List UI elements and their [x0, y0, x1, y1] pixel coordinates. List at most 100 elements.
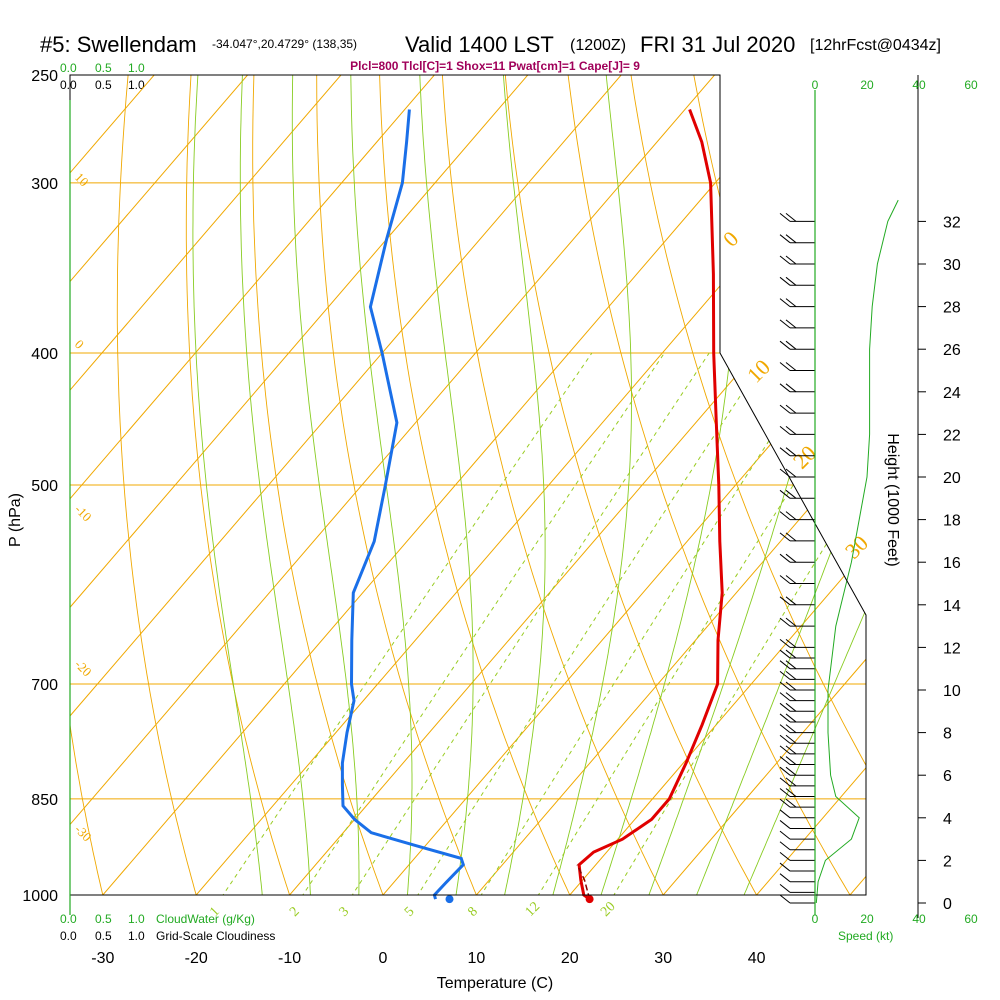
wind-barb	[779, 575, 815, 584]
moist-adiabat	[418, 75, 474, 895]
wind-barb	[779, 649, 815, 659]
wind-barb-flag	[785, 575, 797, 584]
wind-barb-flag	[785, 702, 797, 712]
isotherm	[70, 75, 456, 895]
wind-barb-flag	[779, 681, 791, 691]
mixing-ratio-label: 2	[287, 904, 303, 920]
wind-barb-flag	[785, 489, 797, 499]
isotherm-label: -30	[72, 822, 95, 845]
wind-barb	[779, 362, 815, 371]
height-tick-label: 12	[943, 640, 961, 657]
dry-adiabat	[0, 51, 15, 924]
wind-barb-flag	[785, 319, 797, 329]
wind-barb-flag	[779, 234, 791, 244]
wind-barb-flag	[785, 766, 797, 776]
forecast-label: [12hrFcst@0434z]	[810, 37, 941, 54]
p-tick-label: 1000	[22, 888, 58, 905]
x-tick-label: 20	[561, 950, 579, 967]
x-tick-label: 30	[654, 950, 672, 967]
wind-speed-profile	[815, 199, 899, 904]
wind-barb-flag	[779, 553, 791, 563]
height-tick-label: 4	[943, 811, 952, 828]
wind-barb	[779, 670, 815, 680]
moist-adiabat	[192, 75, 266, 895]
x-axis-title: Temperature (C)	[437, 975, 553, 992]
wind-barb	[779, 788, 815, 797]
wind-barb	[779, 340, 815, 350]
wind-barb	[779, 426, 815, 435]
wind-barb-flag	[779, 447, 791, 457]
wind-barb-flag	[785, 234, 797, 244]
wind-barb-flag	[779, 756, 791, 765]
dry-adiabat	[116, 75, 206, 895]
wind-barb	[779, 883, 815, 893]
mixing-ratio-label: 5	[402, 904, 418, 920]
mixing-ratio-line	[462, 352, 826, 895]
height-tick-label: 6	[943, 768, 952, 785]
wind-barb	[779, 830, 815, 840]
wind-barb-flag	[785, 777, 797, 787]
wind-barb-flag	[779, 745, 791, 755]
x-tick-label: -10	[278, 950, 301, 967]
x-tick-label: -30	[91, 950, 114, 967]
height-tick-label: 26	[943, 342, 961, 359]
wind-barb	[779, 553, 815, 563]
isotherm-label: 10	[72, 170, 92, 190]
isotherm-label: -20	[72, 657, 95, 680]
surface-temperature-point	[585, 895, 594, 904]
cloud-top-green-2: 1.0	[128, 61, 145, 75]
isotherm	[70, 75, 643, 895]
dry-adiabat	[185, 75, 300, 895]
wind-barb	[779, 447, 815, 457]
dry-adiabat	[378, 75, 584, 895]
wind-barb-flag	[785, 788, 797, 797]
wind-barb-flag	[779, 276, 791, 286]
isotherm-label: -10	[72, 502, 95, 525]
wind-barb	[779, 692, 815, 702]
wind-barb-flag	[779, 298, 791, 307]
height-tick-label: 22	[943, 427, 961, 444]
x-tick-label: 0	[379, 950, 388, 967]
wind-barb-flag	[779, 798, 791, 808]
moist-adiabat	[731, 75, 866, 895]
data-layer	[340, 108, 899, 904]
cloud-top-green-0: 0.0	[60, 61, 77, 75]
mixing-ratio-label: 3	[337, 904, 353, 920]
speed-axis-title: Speed (kt)	[838, 929, 893, 943]
isotherm	[357, 75, 866, 895]
height-tick-label: 30	[943, 257, 961, 274]
wind-barb-flag	[785, 553, 797, 563]
wind-barb	[779, 734, 815, 744]
wind-barb-flag	[779, 713, 791, 723]
height-tick-label: 18	[943, 513, 961, 530]
wind-barb	[779, 724, 815, 734]
dry-adiabat	[440, 75, 679, 895]
wind-barb	[779, 798, 815, 808]
height-tick-label: 10	[943, 683, 961, 700]
wind-barb-flag	[779, 883, 791, 893]
wind-barb	[779, 319, 815, 329]
cloud-bot-green-1: 0.5	[95, 912, 112, 926]
wind-barb-flag	[785, 681, 797, 691]
wind-barb-flag	[785, 255, 797, 265]
wind-barb-flag	[779, 362, 791, 371]
height-tick-label: 28	[943, 300, 961, 317]
mixing-ratio-label: 8	[465, 904, 481, 920]
wind-barb-flag	[779, 511, 791, 520]
isotherm	[171, 75, 866, 895]
wind-barb-flag	[779, 734, 791, 744]
wind-barb	[779, 852, 815, 861]
wind-barb-flag	[785, 468, 797, 478]
cloud-top-black-0: 0.0	[60, 78, 77, 92]
dry-adiabat-label: 20	[788, 440, 821, 473]
x-tick-label: 40	[748, 950, 766, 967]
wind-barb-flag	[785, 745, 797, 755]
wind-barb	[779, 809, 815, 819]
wind-barb-flag	[779, 383, 791, 393]
mixing-ratio-line	[283, 352, 665, 895]
wind-barb-flag	[785, 660, 797, 670]
dry-adiabat-label: 10	[742, 354, 775, 387]
isotherm	[264, 75, 866, 895]
height-tick-label: 20	[943, 470, 961, 487]
